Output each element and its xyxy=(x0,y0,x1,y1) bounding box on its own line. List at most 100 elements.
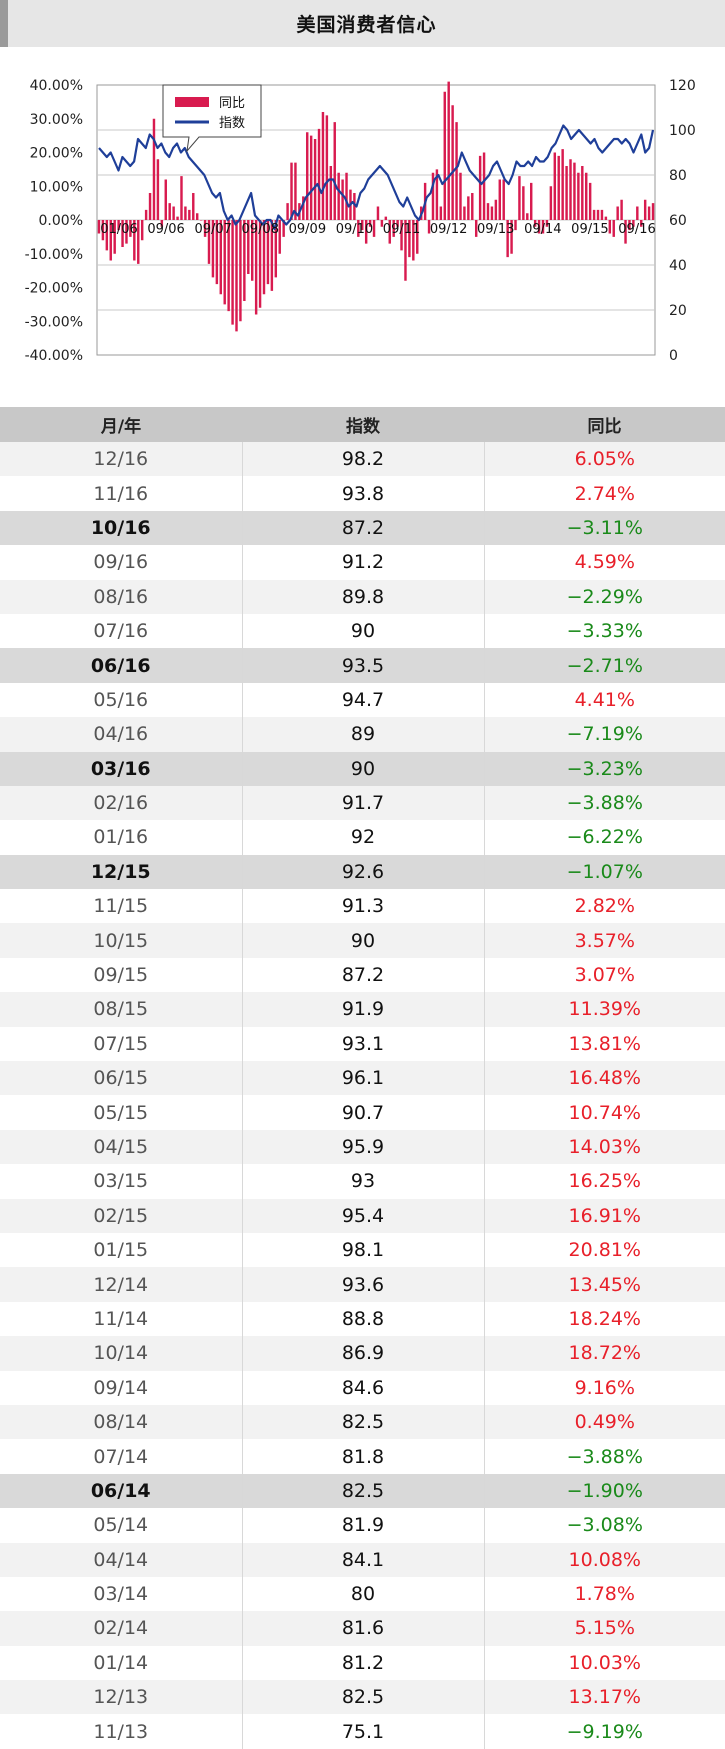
x-tick-label: 09/13 xyxy=(477,222,514,237)
bar xyxy=(211,220,215,278)
x-tick-label: 01/06 xyxy=(100,222,137,237)
combo-chart: 40.00% 30.00% 20.00% 10.00% 0.00% -10.00% -20.… xyxy=(25,78,696,364)
table-row: 11/15 91.3 2.82% xyxy=(0,889,725,924)
table-row: 11/16 93.8 2.74% xyxy=(0,476,725,511)
cell-yoy: −9.19% xyxy=(483,1714,725,1749)
cell-month: 12/13 xyxy=(0,1680,242,1715)
bar xyxy=(408,220,411,258)
bar xyxy=(490,206,494,220)
cell-yoy: −3.33% xyxy=(483,613,725,649)
bar xyxy=(129,220,132,237)
bar xyxy=(274,220,278,278)
bar xyxy=(380,220,384,227)
bar xyxy=(341,179,344,220)
cell-month: 05/14 xyxy=(0,1508,242,1543)
bar xyxy=(451,105,454,220)
table-row: 02/14 81.6 5.15% xyxy=(0,1611,725,1646)
cell-yoy: 10.08% xyxy=(483,1542,725,1577)
bar xyxy=(101,220,105,241)
bar xyxy=(616,206,619,220)
cell-month: 07/14 xyxy=(0,1439,242,1474)
bar xyxy=(514,220,517,231)
cell-index: 94.7 xyxy=(241,682,484,718)
table-row: 01/16 92 −6.22% xyxy=(0,820,725,855)
bar xyxy=(643,199,647,220)
bar xyxy=(176,216,179,220)
cell-index: 81.9 xyxy=(241,1508,484,1543)
bar xyxy=(561,149,564,220)
y-left-tick-label: 10.00% xyxy=(30,179,83,195)
bar xyxy=(254,220,258,315)
bar xyxy=(140,220,144,241)
cell-month: 05/15 xyxy=(0,1095,242,1130)
bar xyxy=(427,220,431,234)
y-left-tick-label: 20.00% xyxy=(30,146,83,162)
cell-index: 87.2 xyxy=(241,957,484,993)
y-right-tick-label: 20 xyxy=(669,303,687,319)
bar xyxy=(569,159,572,220)
table-row: 01/14 81.2 10.03% xyxy=(0,1645,725,1681)
cell-yoy: 16.48% xyxy=(483,1061,725,1096)
bar xyxy=(459,172,462,220)
bar xyxy=(227,220,230,312)
cell-yoy: 13.81% xyxy=(483,1026,725,1062)
title-bar: 美国消费者信心 xyxy=(0,0,725,47)
bar xyxy=(443,91,446,220)
cell-index: 81.6 xyxy=(241,1611,484,1646)
cell-index: 93.8 xyxy=(241,476,484,511)
cell-index: 91.7 xyxy=(241,785,484,821)
table-row: 10/14 86.9 18.72% xyxy=(0,1336,725,1371)
cell-month: 06/16 xyxy=(0,648,242,683)
cell-index: 91.3 xyxy=(241,889,484,924)
bar xyxy=(368,220,372,227)
y-left-tick-label: 0.00% xyxy=(39,213,83,229)
cell-yoy: −2.29% xyxy=(483,579,725,614)
bar xyxy=(313,139,317,220)
bar xyxy=(144,209,148,220)
cell-month: 08/14 xyxy=(0,1404,242,1440)
cell-month: 10/15 xyxy=(0,923,242,958)
table-row: 01/15 98.1 20.81% xyxy=(0,1232,725,1268)
x-tick-label: 09/07 xyxy=(194,222,231,237)
bar xyxy=(506,220,509,258)
bar xyxy=(282,220,285,237)
cell-index: 93 xyxy=(241,1164,484,1199)
cell-index: 98.2 xyxy=(241,442,484,477)
bar xyxy=(203,220,207,237)
cell-index: 82.5 xyxy=(241,1404,484,1440)
cell-index: 98.1 xyxy=(241,1232,484,1268)
cell-index: 88.8 xyxy=(241,1301,484,1337)
cell-index: 90 xyxy=(241,613,484,649)
bar xyxy=(156,159,160,220)
cell-index: 96.1 xyxy=(241,1061,484,1096)
table-row: 03/16 90 −3.23% xyxy=(0,751,725,786)
table-row: 09/14 84.6 9.16% xyxy=(0,1370,725,1405)
bar xyxy=(243,220,246,301)
bar xyxy=(455,122,458,220)
bar xyxy=(309,135,313,220)
cell-index: 90.7 xyxy=(241,1095,484,1130)
cell-yoy: 4.41% xyxy=(483,682,725,718)
cell-index: 91.2 xyxy=(241,545,484,580)
cell-month: 02/16 xyxy=(0,785,242,821)
bar xyxy=(105,220,109,251)
cell-index: 86.9 xyxy=(241,1336,484,1371)
x-tick-label: 09/16 xyxy=(618,222,655,237)
bar xyxy=(474,220,478,237)
cell-yoy: 5.15% xyxy=(483,1611,725,1646)
bar xyxy=(97,220,101,234)
x-tick-label: 09/10 xyxy=(336,222,373,237)
table-row: 10/15 90 3.57% xyxy=(0,923,725,958)
bar xyxy=(396,220,399,227)
bar xyxy=(317,128,321,220)
x-tick-label: 09/06 xyxy=(147,222,184,237)
cell-index: 93.6 xyxy=(241,1267,484,1302)
bar xyxy=(640,220,643,227)
bar xyxy=(168,203,171,220)
bar xyxy=(557,155,560,220)
bar xyxy=(530,182,533,220)
bar xyxy=(392,220,395,237)
y-right-tick-label: 100 xyxy=(669,123,696,139)
bar xyxy=(533,220,537,227)
bar xyxy=(361,220,364,231)
